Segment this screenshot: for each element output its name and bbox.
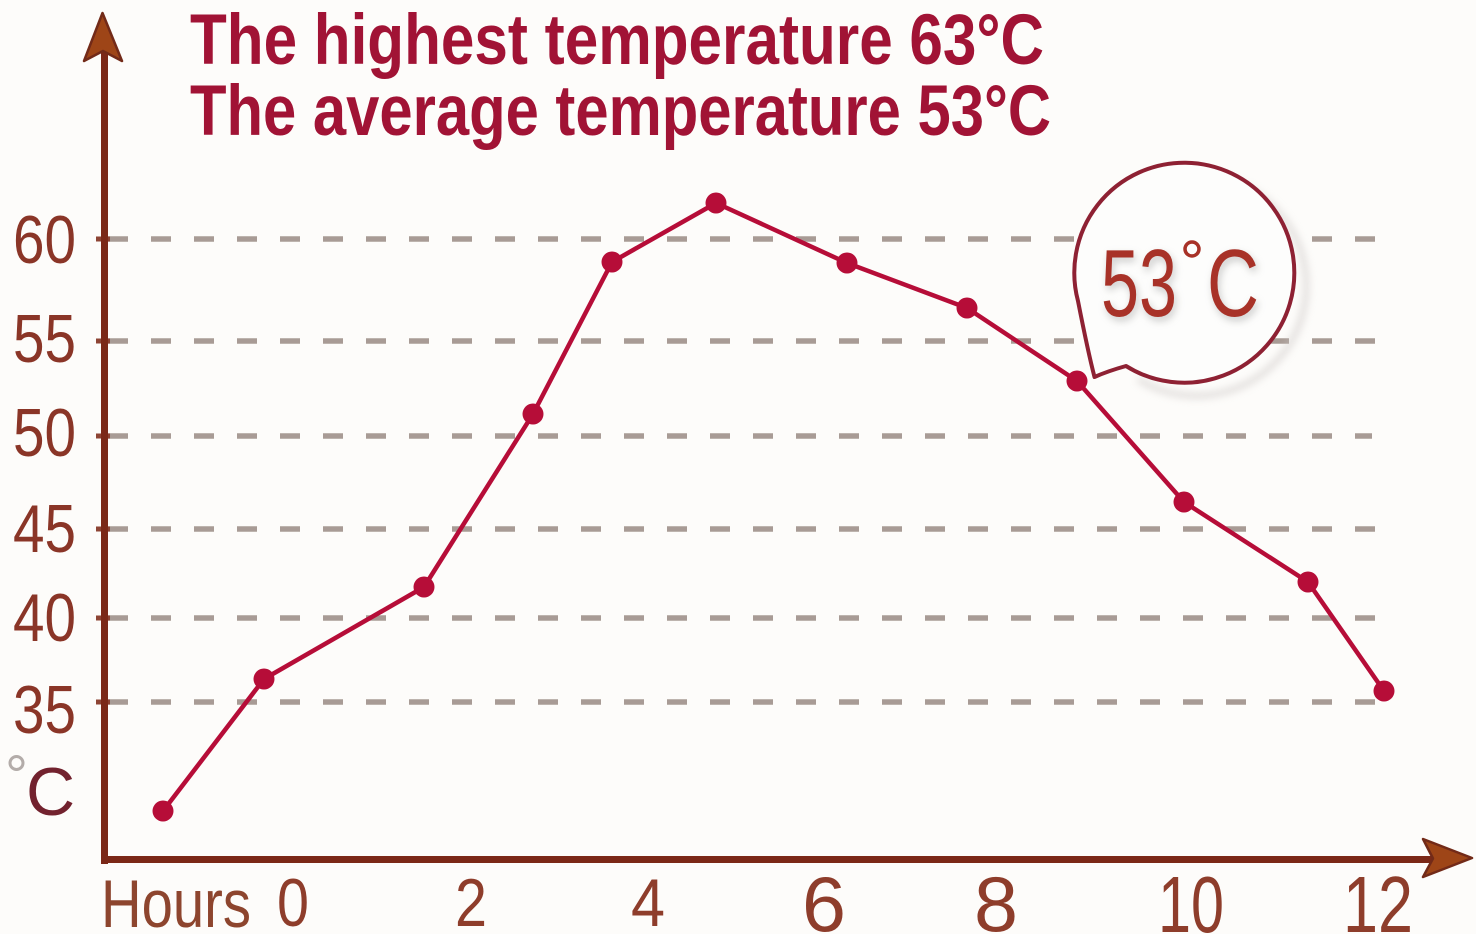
svg-text:60: 60 (13, 202, 76, 278)
svg-text:35: 35 (13, 672, 76, 748)
svg-text:55: 55 (13, 301, 76, 377)
svg-text:8: 8 (974, 860, 1018, 934)
svg-text:Hours: Hours (101, 866, 251, 934)
svg-text:0: 0 (277, 865, 309, 934)
svg-text:4: 4 (631, 865, 665, 934)
svg-text:C: C (26, 754, 75, 830)
svg-text:45: 45 (13, 491, 76, 567)
svg-text:40: 40 (13, 580, 76, 656)
svg-text:53: 53 (1103, 234, 1179, 341)
svg-text:The average temperature 53°C: The average temperature 53°C (190, 72, 1051, 151)
svg-text:C: C (1209, 234, 1261, 341)
svg-text:The highest temperature 63°C: The highest temperature 63°C (190, 1, 1044, 80)
svg-text:2: 2 (455, 865, 487, 934)
svg-text:53: 53 (1101, 230, 1177, 337)
svg-text:6: 6 (802, 860, 846, 934)
svg-text:12: 12 (1343, 860, 1413, 934)
svg-text:10: 10 (1158, 860, 1224, 934)
svg-text:50: 50 (13, 395, 76, 471)
svg-text:C: C (1207, 230, 1259, 337)
